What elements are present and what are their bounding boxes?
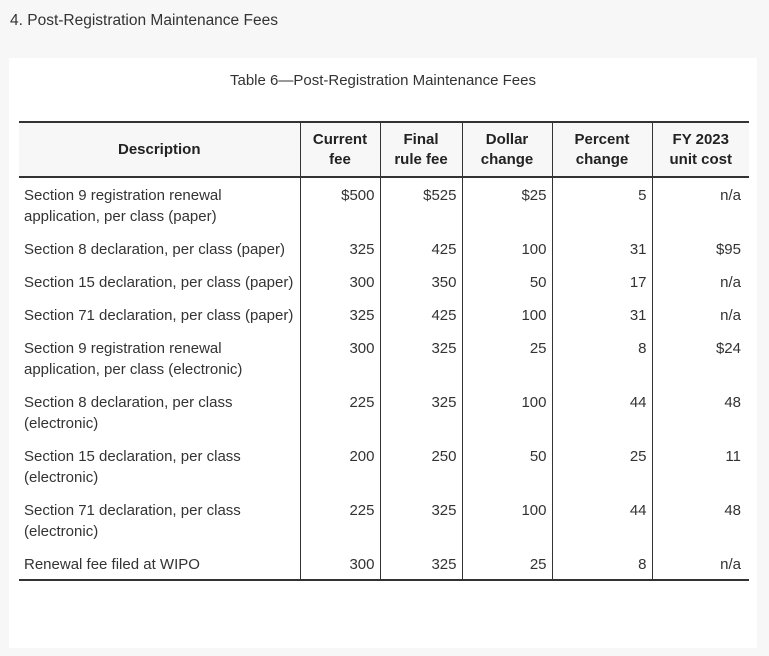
- table-row: Renewal fee filed at WIPO 300 325 25 8 n…: [19, 547, 749, 581]
- description-cell: Section 8 declaration, per class (electr…: [24, 394, 233, 432]
- percent-change-cell: 8: [551, 331, 652, 385]
- table-row: Section 8 declaration, per class (paper)…: [19, 232, 749, 265]
- description-cell: Section 15 declaration, per class (elect…: [24, 448, 241, 486]
- table-row: Section 9 registration renewal applicati…: [19, 177, 749, 232]
- dollar-change-cell: 50: [461, 439, 552, 493]
- fy2023-unit-cost-cell: $95: [651, 232, 749, 265]
- fy2023-unit-cost-cell: 48: [651, 385, 749, 439]
- final-rule-fee-cell: 325: [379, 385, 462, 439]
- col-header-final-rule-fee: Final rule fee: [379, 121, 462, 178]
- percent-change-cell: 25: [551, 439, 652, 493]
- table-title: Table 6—Post-Registration Maintenance Fe…: [230, 72, 536, 89]
- final-rule-fee-cell: 325: [379, 331, 462, 385]
- table-row: Section 15 declaration, per class (paper…: [19, 265, 749, 298]
- percent-change-cell: 44: [551, 493, 652, 547]
- table-row: Section 15 declaration, per class (elect…: [19, 439, 749, 493]
- dollar-change-cell: 100: [461, 493, 552, 547]
- current-fee-cell: 300: [299, 265, 380, 298]
- percent-change-cell: 31: [551, 298, 652, 331]
- current-fee-cell: 300: [299, 547, 380, 581]
- fees-table: Description Current fee Final rule fee D…: [19, 121, 749, 581]
- dollar-change-cell: 100: [461, 232, 552, 265]
- fy2023-unit-cost-cell: n/a: [651, 265, 749, 298]
- final-rule-fee-cell: 250: [379, 439, 462, 493]
- header-row: Description Current fee Final rule fee D…: [19, 121, 749, 178]
- fy2023-unit-cost-cell: n/a: [651, 177, 749, 232]
- col-header-percent-change: Percent change: [551, 121, 652, 178]
- current-fee-cell: 225: [299, 493, 380, 547]
- final-rule-fee-cell: 350: [379, 265, 462, 298]
- col-header-description: Description: [19, 121, 300, 178]
- col-header-fy2023-unit-cost: FY 2023 unit cost: [651, 121, 749, 178]
- dollar-change-cell: $25: [461, 177, 552, 232]
- dollar-change-cell: 100: [461, 298, 552, 331]
- final-rule-fee-cell: 425: [379, 232, 462, 265]
- fy2023-unit-cost-cell: n/a: [651, 547, 749, 581]
- description-cell: Renewal fee filed at WIPO: [19, 547, 300, 581]
- table-row: Section 8 declaration, per class (electr…: [19, 385, 749, 439]
- description-cell: Section 9 registration renewal applicati…: [24, 340, 243, 378]
- final-rule-fee-cell: 325: [379, 547, 462, 581]
- col-header-current-fee: Current fee: [299, 121, 380, 178]
- percent-change-cell: 5: [551, 177, 652, 232]
- description-cell: Section 15 declaration, per class (paper…: [24, 274, 294, 291]
- table-row: Section 71 declaration, per class (elect…: [19, 493, 749, 547]
- final-rule-fee-cell: 325: [379, 493, 462, 547]
- current-fee-cell: 325: [299, 232, 380, 265]
- percent-change-cell: 17: [551, 265, 652, 298]
- final-rule-fee-cell: $525: [379, 177, 462, 232]
- table-row: Section 71 declaration, per class (paper…: [19, 298, 749, 331]
- description-cell: Section 71 declaration, per class (paper…: [24, 307, 294, 324]
- current-fee-cell: $500: [299, 177, 380, 232]
- description-cell: Section 71 declaration, per class (elect…: [24, 502, 241, 540]
- col-header-dollar-change: Dollar change: [461, 121, 552, 178]
- section-heading: 4. Post-Registration Maintenance Fees: [10, 12, 278, 29]
- dollar-change-cell: 100: [461, 385, 552, 439]
- current-fee-cell: 325: [299, 298, 380, 331]
- fy2023-unit-cost-cell: n/a: [651, 298, 749, 331]
- current-fee-cell: 300: [299, 331, 380, 385]
- dollar-change-cell: 25: [461, 547, 552, 581]
- percent-change-cell: 8: [551, 547, 652, 581]
- table-card: Table 6—Post-Registration Maintenance Fe…: [9, 58, 757, 648]
- description-cell: Section 8 declaration, per class (paper): [24, 241, 285, 258]
- current-fee-cell: 200: [299, 439, 380, 493]
- current-fee-cell: 225: [299, 385, 380, 439]
- description-cell: Section 9 registration renewal applicati…: [24, 187, 222, 225]
- fy2023-unit-cost-cell: 48: [651, 493, 749, 547]
- table-row: Section 9 registration renewal applicati…: [19, 331, 749, 385]
- final-rule-fee-cell: 425: [379, 298, 462, 331]
- dollar-change-cell: 50: [461, 265, 552, 298]
- percent-change-cell: 31: [551, 232, 652, 265]
- fy2023-unit-cost-cell: 11: [651, 439, 749, 493]
- fy2023-unit-cost-cell: $24: [651, 331, 749, 385]
- percent-change-cell: 44: [551, 385, 652, 439]
- dollar-change-cell: 25: [461, 331, 552, 385]
